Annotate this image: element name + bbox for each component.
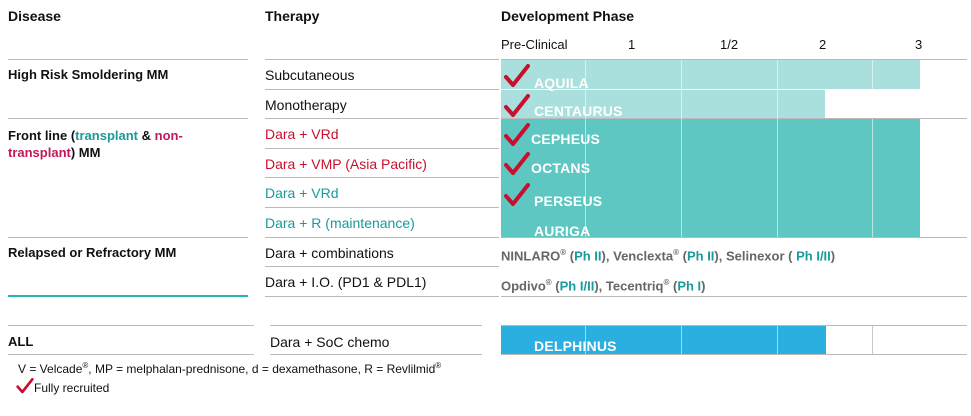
- rule: [265, 266, 499, 267]
- therapy-dara-combinations: Dara + combinations: [265, 245, 394, 261]
- other-therapies-relapsed: NINLARO® (Ph II), Venclexta® (Ph II), Se…: [501, 248, 836, 264]
- therapy-dara-vmp: Dara + VMP (Asia Pacific): [265, 156, 427, 172]
- footnote-abbreviations: V = Velcade®, MP = melphalan-prednisone,…: [18, 361, 442, 376]
- rule: [265, 59, 499, 60]
- bar-delphinus: [501, 326, 826, 354]
- teal-rule: [8, 295, 248, 297]
- rule: [501, 118, 967, 119]
- rule: [265, 177, 499, 178]
- therapy-subcutaneous: Subcutaneous: [265, 67, 355, 83]
- phase-1: 1: [628, 37, 636, 52]
- disease-high-risk-smoldering: High Risk Smoldering MM: [8, 67, 169, 82]
- grid-line: [585, 60, 586, 237]
- trial-octans: OCTANS: [531, 160, 591, 176]
- grid-line: [777, 326, 778, 354]
- rule: [265, 89, 499, 90]
- grid-line: [777, 60, 778, 237]
- phase-2: 2: [819, 37, 827, 52]
- rule: [501, 354, 967, 355]
- check-icon: [504, 183, 530, 206]
- grid-line: [681, 326, 682, 354]
- rule: [501, 296, 967, 297]
- disease-front-line: Front line (transplant & non-transplant)…: [8, 128, 183, 160]
- rule: [8, 354, 254, 355]
- header-development-phase: Development Phase: [501, 8, 635, 24]
- check-icon: [504, 94, 530, 117]
- disease-relapsed-refractory: Relapsed or Refractory MM: [8, 245, 177, 260]
- rule: [265, 118, 499, 119]
- trial-aquila: AQUILA: [534, 75, 589, 91]
- grid-line: [681, 60, 682, 237]
- rule: [501, 237, 967, 238]
- rule: [8, 325, 254, 326]
- rule: [8, 237, 248, 238]
- bar-centaurus: [501, 90, 825, 118]
- phase-1-2: 1/2: [720, 37, 739, 52]
- trial-cepheus: CEPHEUS: [531, 131, 601, 147]
- rule: [265, 148, 499, 149]
- check-icon: [504, 64, 530, 87]
- bar-front-line-block: [501, 119, 920, 237]
- bar-aquila: [501, 60, 920, 89]
- therapy-dara-io: Dara + I.O. (PD1 & PDL1): [265, 274, 427, 290]
- grid-line: [872, 326, 873, 354]
- rule: [8, 59, 248, 60]
- rule: [265, 237, 499, 238]
- disease-all: ALL: [8, 334, 34, 349]
- therapy-dara-vrd-nontransplant: Dara + VRd: [265, 126, 339, 142]
- grid-line: [585, 326, 586, 354]
- rule: [501, 325, 967, 326]
- rule: [265, 207, 499, 208]
- therapy-monotherapy: Monotherapy: [265, 97, 347, 113]
- trial-delphinus: DELPHINUS: [534, 338, 617, 354]
- legend-fully-recruited: Fully recruited: [34, 381, 110, 395]
- trial-perseus: PERSEUS: [534, 193, 603, 209]
- therapy-dara-r-maintenance: Dara + R (maintenance): [265, 215, 415, 231]
- grid-line: [872, 119, 873, 237]
- rule: [501, 59, 967, 60]
- therapy-dara-soc-chemo: Dara + SoC chemo: [270, 334, 390, 350]
- other-therapies-io: Opdivo® (Ph I/II), Tecentriq® (Ph I): [501, 278, 706, 294]
- rule: [8, 118, 248, 119]
- header-disease: Disease: [8, 8, 61, 24]
- check-icon: [504, 152, 530, 175]
- trial-centaurus: CENTAURUS: [534, 103, 623, 119]
- check-icon: [16, 378, 34, 394]
- check-icon: [504, 123, 530, 146]
- therapy-dara-vrd-transplant: Dara + VRd: [265, 185, 339, 201]
- header-therapy: Therapy: [265, 8, 320, 24]
- rule: [270, 354, 482, 355]
- phase-preclinical: Pre-Clinical: [501, 37, 568, 52]
- phase-3: 3: [915, 37, 923, 52]
- rule: [265, 296, 499, 297]
- grid-line: [872, 60, 873, 90]
- rule: [270, 325, 482, 326]
- trial-auriga: AURIGA: [534, 223, 591, 239]
